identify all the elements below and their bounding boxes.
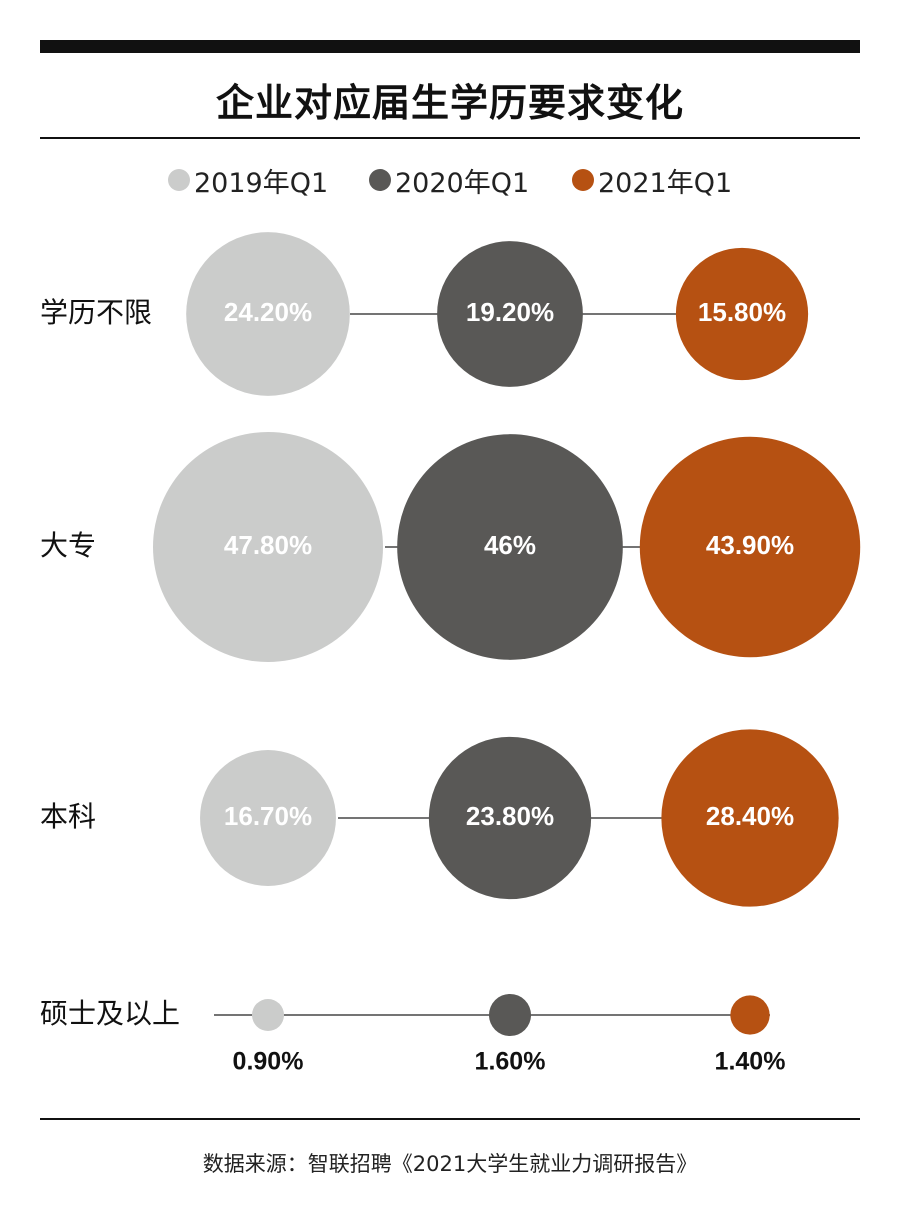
- data-label: 24.20%: [224, 297, 312, 327]
- data-label: 16.70%: [224, 801, 312, 831]
- category-label: 大专: [40, 529, 96, 562]
- bubble: [437, 241, 583, 387]
- bubble: [639, 436, 861, 658]
- data-label: 19.20%: [466, 297, 554, 327]
- top-bar: [40, 40, 860, 53]
- data-label: 28.40%: [706, 801, 794, 831]
- legend-item-2021: 2021年Q1: [572, 160, 732, 200]
- bubble: [200, 750, 336, 886]
- source-rule: [40, 1118, 860, 1120]
- bubble: [186, 232, 350, 396]
- data-label: 23.80%: [466, 801, 554, 831]
- data-label: 43.90%: [706, 530, 794, 560]
- chart-title: 企业对应届生学历要求变化: [215, 81, 684, 125]
- legend: 2019年Q1 2020年Q1 2021年Q1: [0, 160, 900, 200]
- source-note: 数据来源：智联招聘《2021大学生就业力调研报告》: [202, 1152, 698, 1176]
- data-label: 47.80%: [224, 530, 312, 560]
- category-label: 学历不限: [40, 296, 152, 329]
- category-label: 本科: [40, 800, 96, 833]
- bubble: [397, 434, 623, 660]
- data-label: 1.60%: [475, 1048, 546, 1076]
- legend-label-2021: 2021年Q1: [598, 167, 733, 199]
- bubble: [661, 729, 839, 907]
- bubble: [252, 999, 284, 1031]
- legend-label-2020: 2020年Q1: [395, 167, 530, 199]
- legend-item-2020: 2020年Q1: [369, 160, 529, 200]
- legend-dot-2021: [572, 169, 594, 191]
- legend-label-2019: 2019年Q1: [194, 167, 329, 199]
- data-label: 0.90%: [233, 1048, 304, 1076]
- bubble: [675, 247, 809, 381]
- data-label: 15.80%: [698, 297, 786, 327]
- data-label: 1.40%: [715, 1048, 786, 1076]
- legend-dot-2019: [168, 169, 190, 191]
- category-label: 硕士及以上: [40, 997, 180, 1030]
- legend-item-2019: 2019年Q1: [168, 160, 328, 200]
- bubble: [730, 995, 770, 1035]
- title-rule: [40, 137, 860, 139]
- data-label: 46%: [484, 530, 536, 560]
- legend-dot-2020: [369, 169, 391, 191]
- bubble: [488, 993, 532, 1037]
- bubble: [153, 432, 383, 662]
- bubble: [428, 736, 592, 900]
